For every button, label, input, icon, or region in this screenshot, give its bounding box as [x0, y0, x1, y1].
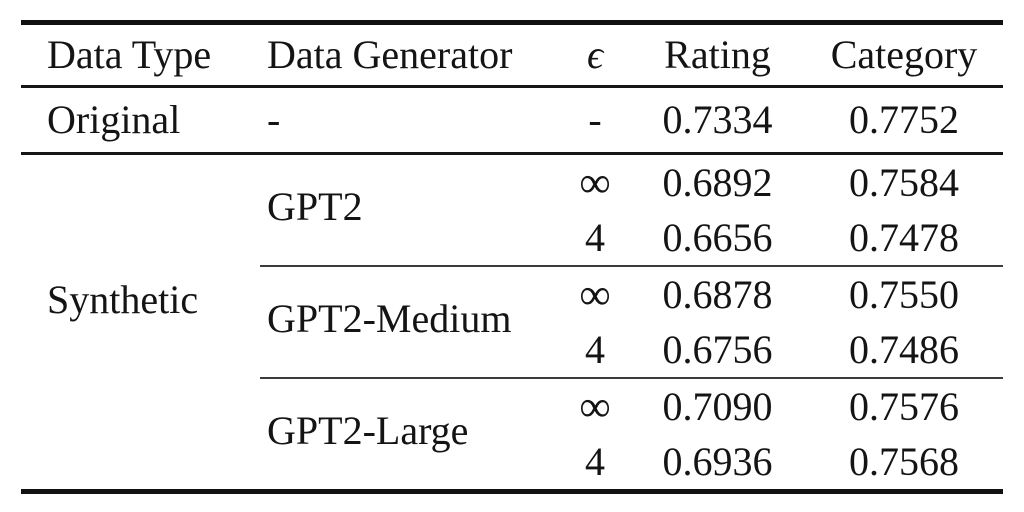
gpt2-inf-rating: 0.6892: [662, 159, 773, 205]
gpt2-inf-category: 0.7584: [849, 159, 959, 205]
gpt2-medium-4-rating: 0.6756: [662, 326, 773, 372]
generator-gpt2-large: GPT2-Large: [260, 377, 560, 492]
table-row-gpt2-large-4: 4 0.6936 0.7568: [21, 434, 1003, 492]
original-rating: 0.7334: [630, 86, 805, 155]
gpt2-large-4-category: 0.7568: [849, 438, 959, 484]
table-row-original: Original - - 0.7334 0.7752: [21, 86, 1003, 155]
gpt2-medium-inf-category: 0.7550: [805, 265, 1003, 322]
gpt2-large-4-epsilon: 4: [585, 438, 605, 484]
table-row-gpt2-medium-inf: GPT2-Medium ∞ 0.6878 0.7550: [21, 265, 1003, 378]
gpt2-large-inf-epsilon: ∞: [560, 377, 630, 434]
header-rating: Rating: [630, 22, 805, 88]
table-row-gpt2-medium-4: 4 0.6756 0.7486: [21, 322, 1003, 378]
generator-gpt2: GPT2: [267, 184, 363, 229]
gpt2-4-rating: 0.6656: [662, 214, 773, 260]
gpt2-medium-4-category: 0.7486: [849, 326, 959, 372]
header-data-generator: Data Generator: [260, 22, 560, 88]
gpt2-medium-4-epsilon: 4: [585, 326, 605, 372]
original-data-generator: -: [260, 86, 560, 155]
gpt2-large-inf-rating: 0.7090: [630, 377, 805, 434]
synthetic-data-type: Synthetic: [47, 276, 199, 322]
generator-gpt2-medium: GPT2-Medium: [260, 265, 560, 378]
gpt2-4-category: 0.7478: [849, 214, 959, 260]
header-epsilon: ϵ: [560, 22, 630, 88]
header-data-type: Data Type: [21, 22, 260, 88]
original-category: 0.7752: [805, 86, 1003, 155]
gpt2-4-epsilon: 4: [585, 214, 605, 260]
gpt2-large-inf-category: 0.7576: [805, 377, 1003, 434]
original-data-type: Original: [21, 86, 260, 155]
gpt2-large-4-rating: 0.6936: [662, 438, 773, 484]
gpt2-inf-epsilon: ∞: [579, 157, 611, 207]
table-row-gpt2-inf: Synthetic GPT2 ∞ 0.6892 0.7584: [21, 154, 1003, 319]
results-table-container: Data Type Data Generator ϵ Rating Catego…: [21, 20, 1003, 494]
results-table: Data Type Data Generator ϵ Rating Catego…: [21, 20, 1003, 494]
gpt2-medium-inf-epsilon: ∞: [560, 265, 630, 322]
table-row-gpt2-4: 4 0.6656 0.7478: [21, 210, 1003, 266]
gpt2-medium-inf-rating: 0.6878: [630, 265, 805, 322]
table-header-row: Data Type Data Generator ϵ Rating Catego…: [21, 22, 1003, 88]
header-category: Category: [805, 22, 1003, 88]
original-epsilon: -: [560, 86, 630, 155]
table-row-gpt2-large-inf: GPT2-Large ∞ 0.7090 0.7576: [21, 377, 1003, 492]
